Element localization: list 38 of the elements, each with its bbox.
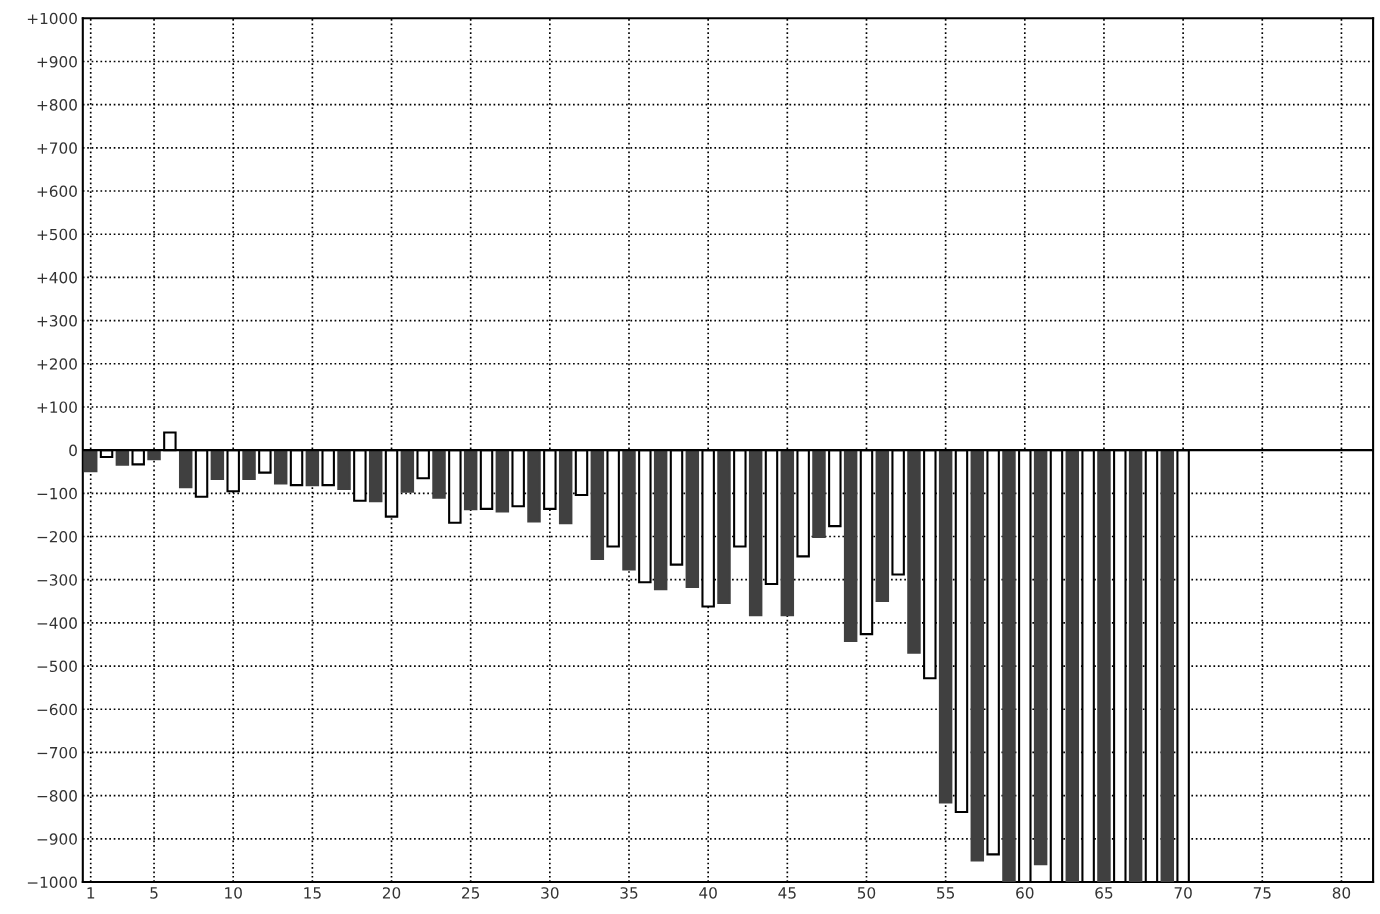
y-tick-label: −200	[37, 530, 77, 543]
y-tick-label: +400	[37, 271, 77, 284]
y-tick-label: +300	[37, 315, 77, 327]
x-tick-label: 70	[1174, 887, 1192, 899]
y-tick-label: −300	[37, 574, 77, 586]
y-tick-label: −800	[37, 790, 77, 802]
y-tick-label: −700	[37, 746, 77, 759]
y-tick-label: +500	[37, 228, 77, 241]
y-tick-label: 0	[69, 444, 77, 457]
x-tick-label: 45	[778, 887, 796, 899]
x-tick-label: 55	[937, 887, 955, 899]
y-tick-label: +100	[37, 401, 77, 413]
x-tick-label: 5	[150, 887, 158, 899]
x-tick-label: 50	[857, 887, 876, 899]
x-tick-label: 10	[225, 887, 242, 899]
y-tick-label: +1000	[27, 12, 77, 25]
x-tick-label: 60	[1016, 887, 1034, 899]
x-tick-label: 15	[304, 887, 321, 899]
y-tick-label: −600	[37, 703, 77, 716]
x-tick-label: 25	[462, 887, 480, 899]
y-tick-label: +700	[37, 142, 77, 154]
x-tick-label: 75	[1253, 887, 1271, 899]
y-tick-label: −100	[37, 487, 77, 500]
y-tick-label: −400	[37, 617, 77, 629]
x-tick-label: 35	[620, 887, 638, 899]
x-tick-label: 30	[541, 887, 559, 899]
x-tick-label: 80	[1332, 887, 1351, 899]
y-tick-label: −1000	[27, 876, 77, 889]
y-tick-label: −900	[37, 833, 77, 845]
y-tick-label: +200	[37, 358, 77, 370]
y-tick-label: −500	[37, 660, 77, 673]
x-tick-label: 1	[87, 887, 95, 899]
y-tick-label: +800	[37, 99, 77, 111]
y-tick-label: +900	[37, 55, 77, 68]
x-tick-label: 20	[382, 887, 401, 899]
x-tick-label: 40	[699, 887, 717, 899]
y-tick-label: +600	[37, 185, 77, 198]
x-tick-label: 65	[1095, 887, 1113, 899]
